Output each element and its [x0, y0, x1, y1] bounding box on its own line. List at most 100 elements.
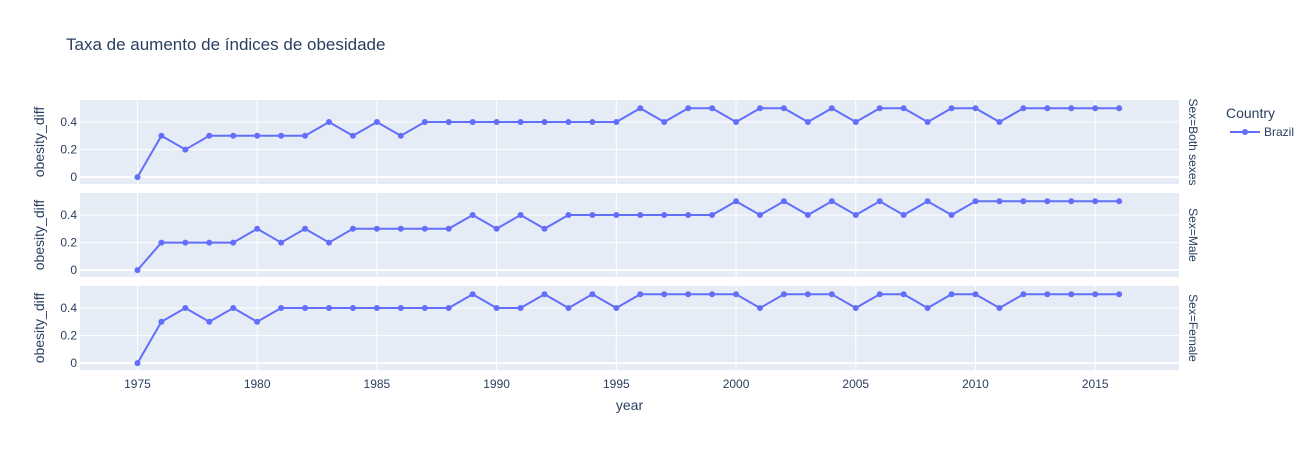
data-point[interactable] [756, 305, 763, 312]
data-point[interactable] [254, 132, 261, 139]
data-point[interactable] [1044, 291, 1051, 298]
data-point[interactable] [685, 291, 692, 298]
data-point[interactable] [637, 105, 644, 112]
data-point[interactable] [445, 305, 452, 312]
data-point[interactable] [421, 305, 428, 312]
data-point[interactable] [972, 105, 979, 112]
data-point[interactable] [852, 212, 859, 219]
data-point[interactable] [996, 198, 1003, 205]
data-point[interactable] [326, 305, 333, 312]
data-point[interactable] [158, 132, 165, 139]
data-point[interactable] [134, 174, 141, 181]
data-point[interactable] [780, 291, 787, 298]
data-point[interactable] [685, 105, 692, 112]
data-point[interactable] [278, 132, 285, 139]
data-point[interactable] [278, 239, 285, 246]
data-point[interactable] [709, 291, 716, 298]
data-point[interactable] [924, 198, 931, 205]
data-point[interactable] [493, 305, 500, 312]
data-point[interactable] [804, 119, 811, 126]
data-point[interactable] [876, 291, 883, 298]
data-point[interactable] [158, 318, 165, 325]
data-point[interactable] [421, 225, 428, 232]
data-point[interactable] [589, 119, 596, 126]
data-point[interactable] [254, 225, 261, 232]
data-point[interactable] [302, 132, 309, 139]
data-point[interactable] [1068, 198, 1075, 205]
data-point[interactable] [613, 212, 620, 219]
data-point[interactable] [1116, 198, 1123, 205]
data-point[interactable] [302, 225, 309, 232]
data-point[interactable] [397, 225, 404, 232]
data-point[interactable] [709, 105, 716, 112]
data-point[interactable] [1116, 291, 1123, 298]
data-point[interactable] [924, 305, 931, 312]
data-point[interactable] [1092, 105, 1099, 112]
data-point[interactable] [373, 119, 380, 126]
data-point[interactable] [804, 291, 811, 298]
data-point[interactable] [517, 305, 524, 312]
data-point[interactable] [900, 212, 907, 219]
data-point[interactable] [134, 267, 141, 274]
data-point[interactable] [1020, 291, 1027, 298]
data-point[interactable] [661, 212, 668, 219]
data-point[interactable] [206, 239, 213, 246]
data-point[interactable] [613, 119, 620, 126]
data-point[interactable] [756, 105, 763, 112]
data-point[interactable] [373, 305, 380, 312]
data-point[interactable] [326, 119, 333, 126]
data-point[interactable] [421, 119, 428, 126]
data-point[interactable] [852, 305, 859, 312]
data-point[interactable] [637, 291, 644, 298]
data-point[interactable] [948, 105, 955, 112]
data-point[interactable] [397, 132, 404, 139]
data-point[interactable] [541, 119, 548, 126]
data-point[interactable] [948, 291, 955, 298]
data-point[interactable] [182, 239, 189, 246]
data-point[interactable] [1116, 105, 1123, 112]
data-point[interactable] [804, 212, 811, 219]
data-point[interactable] [445, 119, 452, 126]
legend-item-brazil[interactable]: Brazil [1230, 125, 1294, 139]
data-point[interactable] [1092, 291, 1099, 298]
data-point[interactable] [182, 146, 189, 153]
data-point[interactable] [972, 291, 979, 298]
data-point[interactable] [828, 198, 835, 205]
data-point[interactable] [613, 305, 620, 312]
data-point[interactable] [206, 132, 213, 139]
data-point[interactable] [349, 132, 356, 139]
data-point[interactable] [1044, 198, 1051, 205]
data-point[interactable] [541, 225, 548, 232]
data-point[interactable] [828, 291, 835, 298]
data-point[interactable] [397, 305, 404, 312]
data-point[interactable] [326, 239, 333, 246]
data-point[interactable] [1068, 105, 1075, 112]
data-point[interactable] [445, 225, 452, 232]
data-point[interactable] [900, 105, 907, 112]
data-point[interactable] [1020, 105, 1027, 112]
data-point[interactable] [469, 119, 476, 126]
data-point[interactable] [541, 291, 548, 298]
data-point[interactable] [254, 318, 261, 325]
data-point[interactable] [182, 305, 189, 312]
data-point[interactable] [469, 212, 476, 219]
data-point[interactable] [230, 132, 237, 139]
data-point[interactable] [565, 119, 572, 126]
data-point[interactable] [637, 212, 644, 219]
data-point[interactable] [349, 225, 356, 232]
data-point[interactable] [565, 212, 572, 219]
data-point[interactable] [373, 225, 380, 232]
data-point[interactable] [733, 291, 740, 298]
data-point[interactable] [517, 212, 524, 219]
data-point[interactable] [852, 119, 859, 126]
data-point[interactable] [780, 198, 787, 205]
data-point[interactable] [709, 212, 716, 219]
data-point[interactable] [1092, 198, 1099, 205]
data-point[interactable] [206, 318, 213, 325]
data-point[interactable] [230, 305, 237, 312]
data-point[interactable] [924, 119, 931, 126]
data-point[interactable] [589, 291, 596, 298]
data-point[interactable] [517, 119, 524, 126]
data-point[interactable] [134, 360, 141, 367]
data-point[interactable] [661, 119, 668, 126]
